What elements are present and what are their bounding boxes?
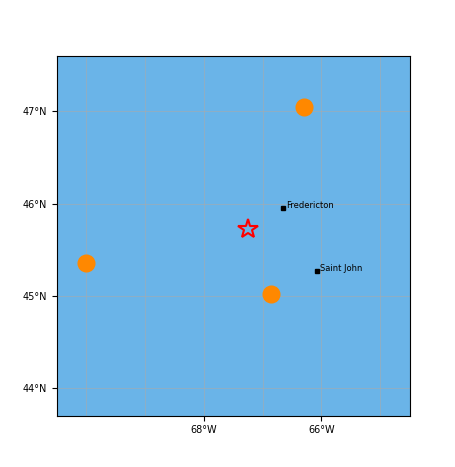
Text: Fredericton: Fredericton [286,201,334,210]
Text: Saint John: Saint John [320,264,363,273]
